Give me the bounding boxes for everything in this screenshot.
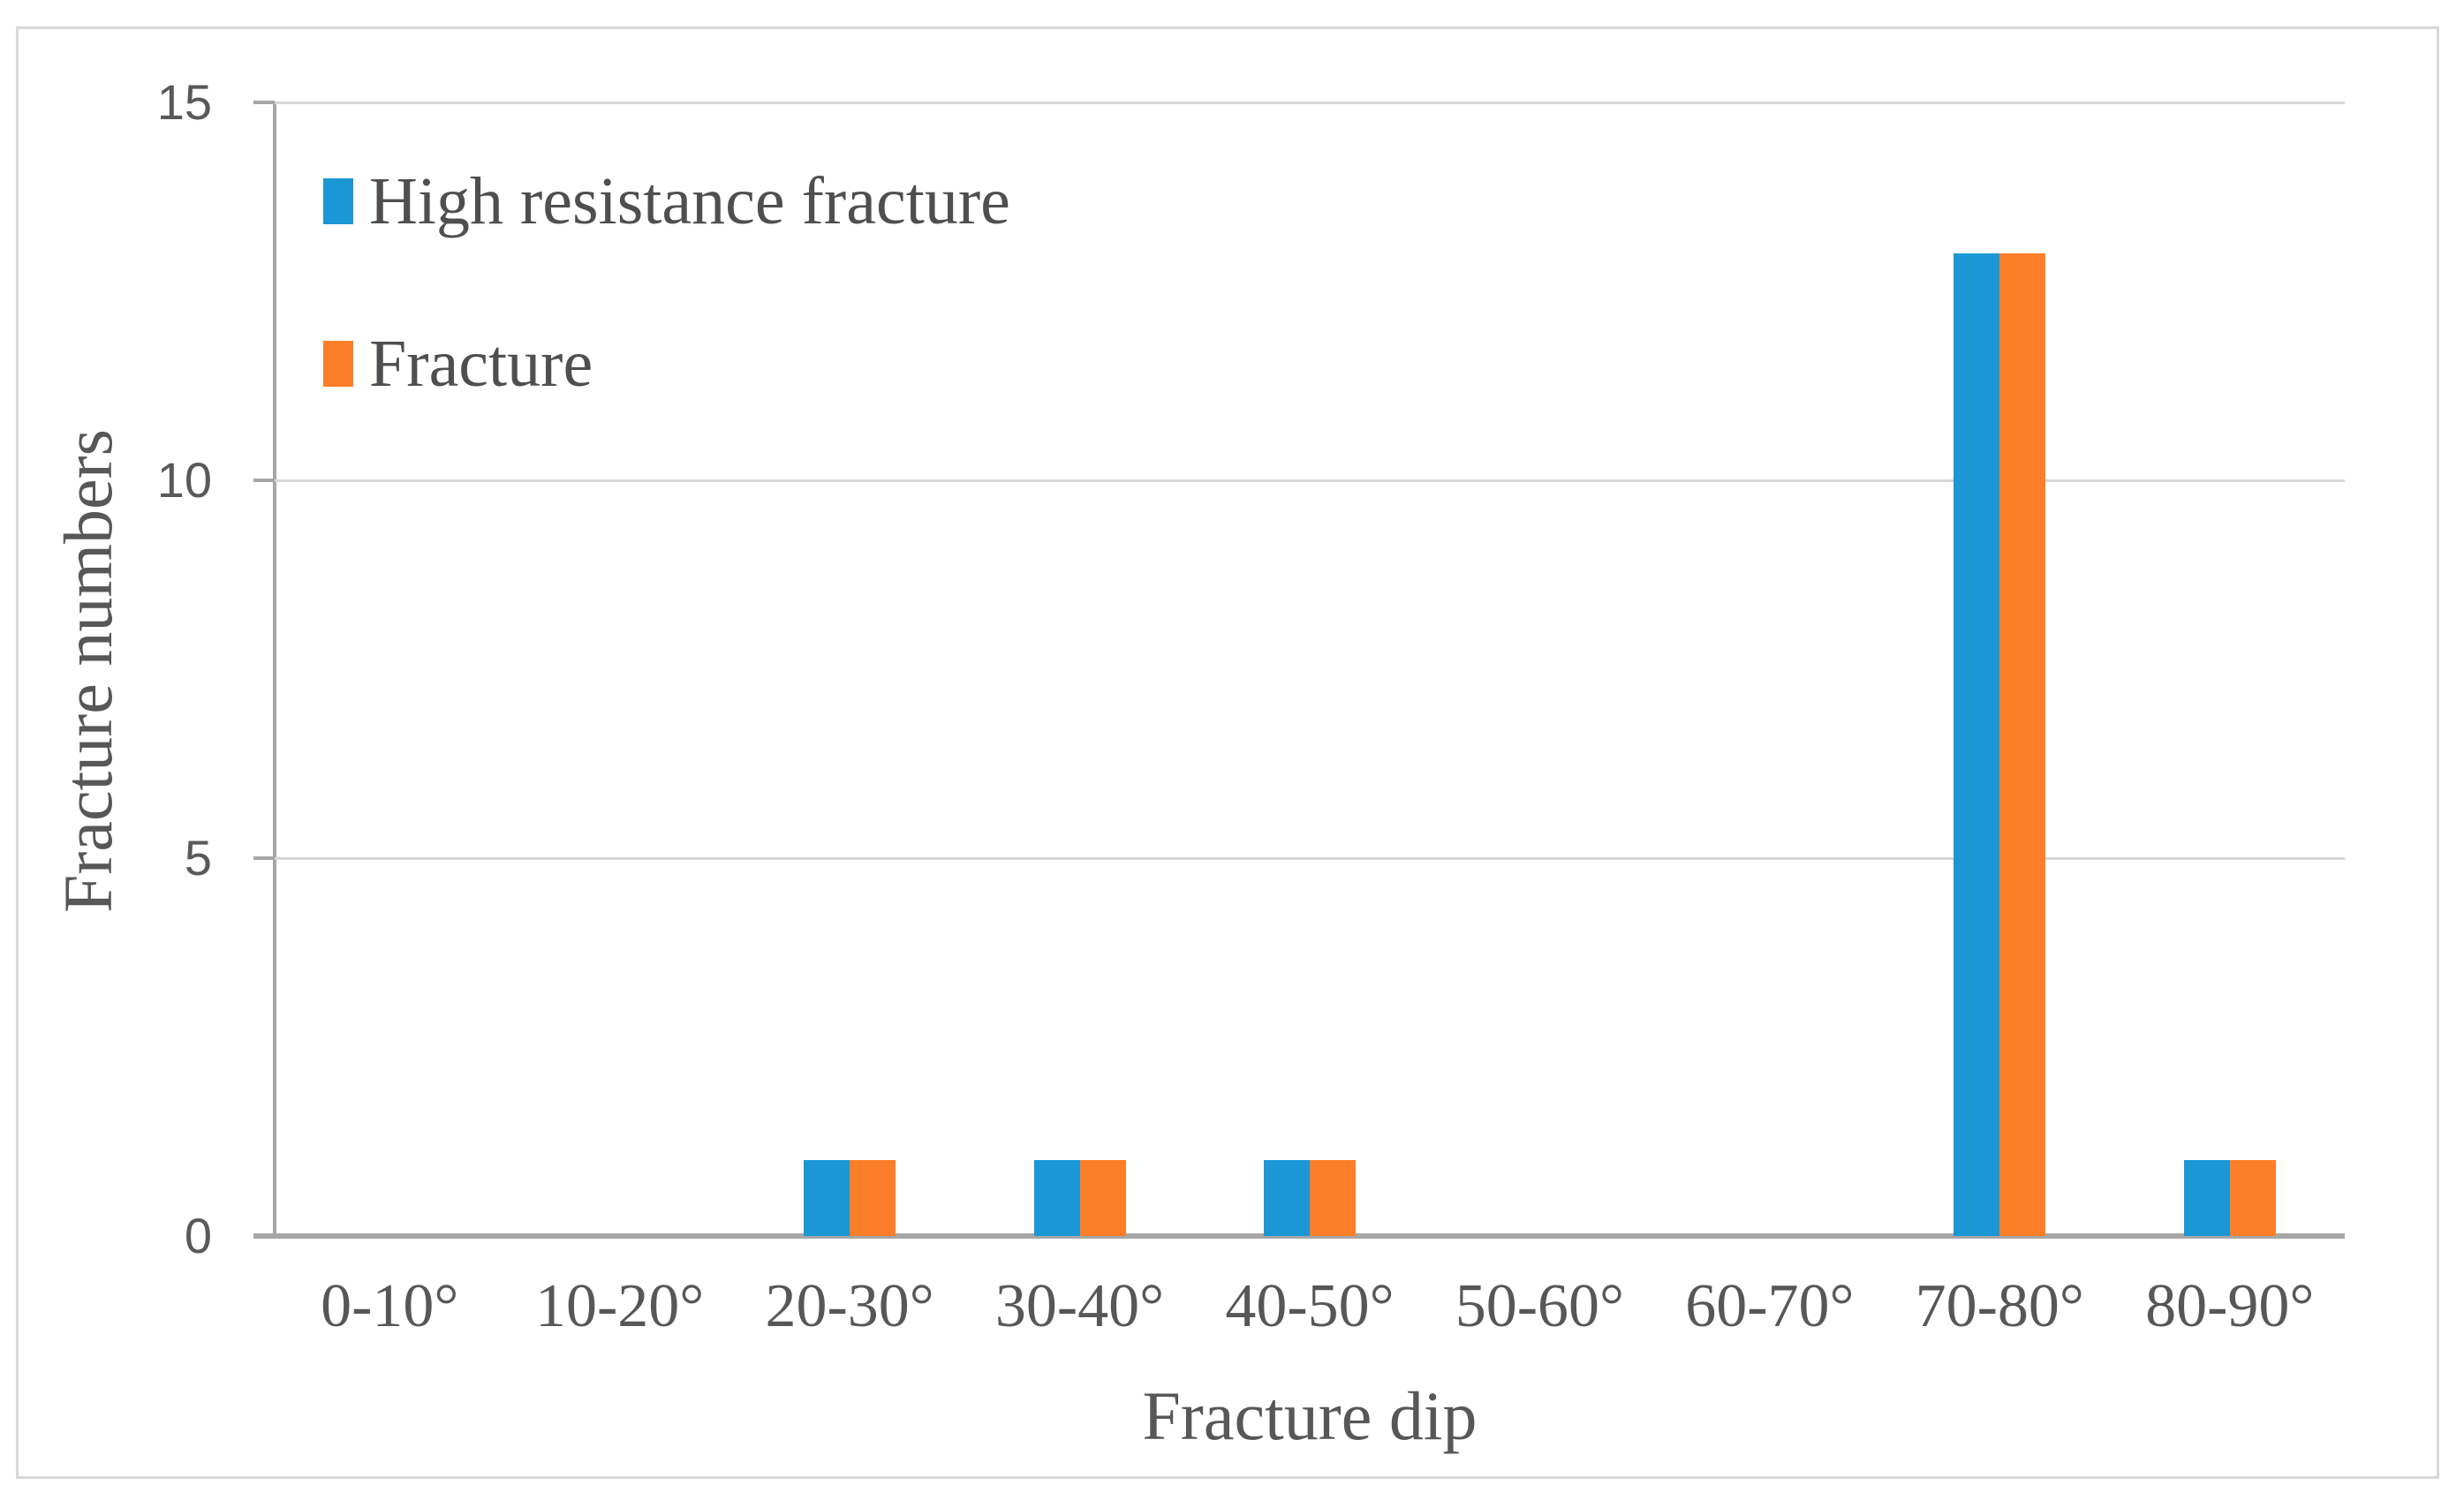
x-axis-line bbox=[253, 1233, 2345, 1239]
x-tick-label-40-50°: 40-50° bbox=[1225, 1272, 1395, 1340]
y-tick-label-0: 0 bbox=[184, 1208, 212, 1263]
y-tick-label-10: 10 bbox=[156, 452, 212, 508]
legend-swatch-blue-icon bbox=[323, 178, 353, 224]
x-axis-labels: 0-10° 10-20° 20-30° 30-40° 40-50° 50-60° 60-70… bbox=[275, 1271, 2345, 1342]
x-tick-label-10-20°: 10-20° bbox=[535, 1272, 705, 1340]
gridline-y-5 bbox=[275, 857, 2345, 860]
legend-label: Fracture bbox=[369, 327, 593, 401]
gridline-y-10 bbox=[275, 479, 2345, 482]
y-tick-label-5: 5 bbox=[184, 830, 212, 886]
category-slot-60-70° bbox=[1655, 102, 1885, 1236]
y-axis-tick-15 bbox=[253, 101, 275, 104]
gridline-y-15 bbox=[275, 102, 2345, 104]
bars-layer bbox=[275, 102, 2345, 1236]
bar-high-resistance-fracture-40-50° bbox=[1263, 1160, 1310, 1236]
y-tick-label-15: 15 bbox=[156, 74, 212, 130]
bar-fracture-40-50° bbox=[1309, 1160, 1356, 1236]
category-slot-50-60° bbox=[1425, 102, 1654, 1236]
bar-fracture-20-30° bbox=[850, 1160, 896, 1236]
bar-high-resistance-fracture-70-80° bbox=[1954, 253, 2000, 1236]
category-slot-30-40° bbox=[964, 102, 1194, 1236]
y-axis-tick-5 bbox=[253, 856, 275, 860]
x-tick-label-80-90°: 80-90° bbox=[2145, 1272, 2315, 1340]
legend-item-high-resistance-fracture: High resistance fracture bbox=[323, 168, 1010, 235]
legend-item-fracture: Fracture bbox=[323, 330, 1010, 397]
plot-area bbox=[275, 102, 2345, 1236]
bar-high-resistance-fracture-20-30° bbox=[804, 1160, 850, 1236]
legend-swatch-orange-icon bbox=[323, 341, 353, 387]
bar-fracture-30-40° bbox=[1079, 1160, 1126, 1236]
x-tick-label-70-80°: 70-80° bbox=[1915, 1272, 2084, 1340]
x-axis-title: Fracture dip bbox=[1142, 1377, 1478, 1454]
x-tick-label-50-60°: 50-60° bbox=[1455, 1272, 1625, 1340]
bar-high-resistance-fracture-80-90° bbox=[2183, 1160, 2230, 1236]
bar-high-resistance-fracture-30-40° bbox=[1033, 1160, 1080, 1236]
x-tick-label-60-70°: 60-70° bbox=[1685, 1272, 1855, 1340]
y-axis-tick-10 bbox=[253, 479, 275, 482]
category-slot-20-30° bbox=[735, 102, 964, 1236]
x-tick-label-30-40°: 30-40° bbox=[994, 1272, 1165, 1340]
legend-label: High resistance fracture bbox=[369, 164, 1010, 238]
category-slot-80-90° bbox=[2115, 102, 2345, 1236]
category-slot-70-80° bbox=[1885, 102, 2114, 1236]
y-axis-line bbox=[273, 102, 276, 1239]
category-slot-40-50° bbox=[1195, 102, 1425, 1236]
legend: High resistance fracture Fracture bbox=[323, 168, 1010, 493]
x-tick-label-0-10°: 0-10° bbox=[321, 1272, 459, 1340]
x-tick-label-20-30°: 20-30° bbox=[765, 1272, 934, 1340]
bar-fracture-70-80° bbox=[1999, 253, 2046, 1236]
bar-fracture-80-90° bbox=[2229, 1160, 2276, 1236]
